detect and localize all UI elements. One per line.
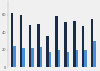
Bar	[11, 13, 13, 67]
Bar	[46, 36, 49, 67]
Bar	[22, 48, 25, 67]
Bar	[49, 52, 51, 67]
Bar	[73, 21, 76, 67]
Bar	[29, 25, 31, 67]
Bar	[76, 50, 78, 67]
Bar	[31, 48, 34, 67]
Bar	[20, 15, 22, 67]
Bar	[38, 24, 40, 67]
Bar	[64, 22, 67, 67]
Bar	[82, 26, 84, 67]
Bar	[55, 16, 58, 67]
Bar	[67, 52, 69, 67]
Bar	[91, 19, 93, 67]
Bar	[58, 50, 60, 67]
Bar	[40, 47, 42, 67]
Bar	[13, 46, 16, 67]
Bar	[84, 50, 87, 67]
Bar	[93, 41, 96, 67]
